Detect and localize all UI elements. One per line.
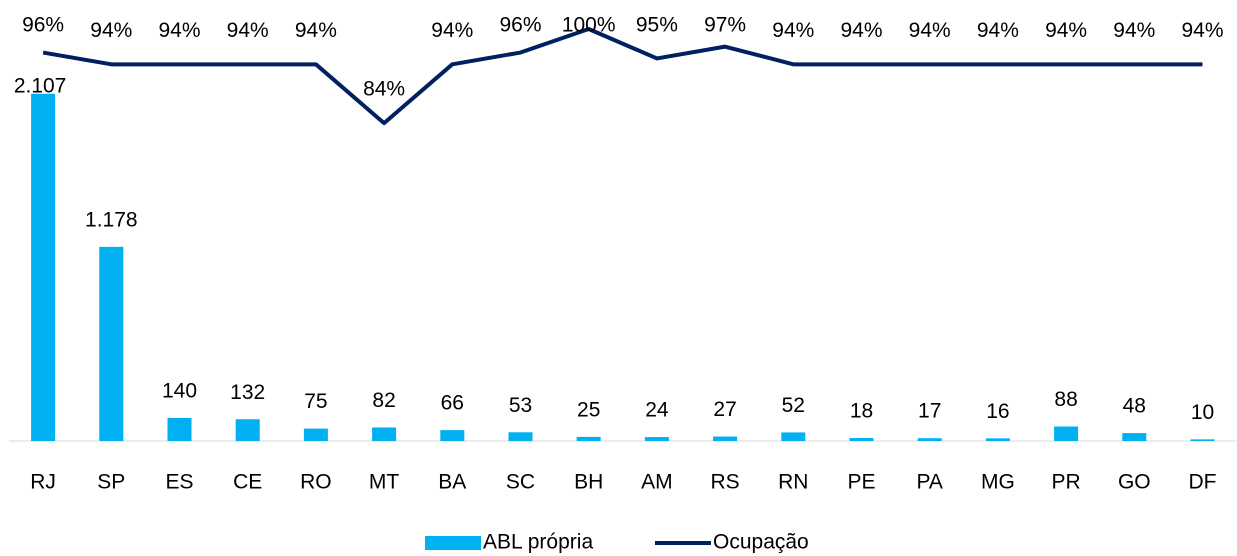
bar [1190, 439, 1215, 441]
line [42, 27, 1203, 126]
x-tick-label: ES [165, 471, 193, 494]
data-label: 94% [90, 19, 132, 42]
x-tick-label: RO [300, 471, 332, 494]
data-label: 94% [158, 19, 200, 42]
data-label: 84% [363, 78, 405, 101]
data-label: 97% [704, 14, 746, 37]
data-label: 94% [431, 19, 473, 42]
x-tick-label: SC [506, 471, 535, 494]
bar [849, 438, 874, 441]
data-label: 96% [22, 14, 64, 37]
bar [985, 438, 1010, 441]
data-label: 94% [840, 19, 882, 42]
legend-swatch [425, 536, 481, 550]
x-tick-label: GO [1118, 471, 1151, 494]
data-label: 75 [304, 390, 327, 413]
x-tick-label: AM [641, 471, 673, 494]
data-label: 2.107 [14, 75, 67, 98]
data-label: 1.178 [85, 208, 138, 231]
bar [99, 246, 124, 441]
x-tick-label: SP [97, 471, 125, 494]
data-label: 140 [162, 379, 197, 402]
data-label: 17 [918, 400, 941, 423]
data-label: 48 [1123, 395, 1146, 418]
data-label: 96% [499, 14, 541, 37]
x-tick-label: PE [847, 471, 875, 494]
x-tick-label: RJ [30, 471, 56, 494]
data-label: 94% [227, 19, 269, 42]
data-label: 52 [782, 394, 805, 417]
x-tick-label: MT [369, 471, 399, 494]
data-label: 132 [230, 381, 265, 404]
bar [372, 427, 397, 441]
x-tick-label: PA [916, 471, 942, 494]
data-label: 82 [372, 389, 395, 412]
data-label: 66 [441, 392, 464, 415]
x-tick-label: DF [1189, 471, 1217, 494]
bar [1122, 433, 1147, 441]
x-tick-label: RN [778, 471, 808, 494]
x-tick-label: CE [233, 471, 262, 494]
data-label: 94% [772, 19, 814, 42]
data-label: 10 [1191, 401, 1214, 424]
bar [440, 430, 465, 441]
bar [303, 428, 328, 441]
bar [31, 93, 56, 441]
bar [576, 436, 601, 441]
data-label: 27 [713, 398, 736, 421]
legend-label: ABL própria [483, 531, 593, 554]
bar [1054, 426, 1079, 441]
bar [235, 419, 260, 441]
data-label: 94% [1045, 19, 1087, 42]
data-label: 18 [850, 400, 873, 423]
data-label: 94% [1113, 19, 1155, 42]
data-label: 94% [977, 19, 1019, 42]
data-label: 94% [1181, 19, 1223, 42]
data-label: 88 [1054, 388, 1077, 411]
x-tick-label: RS [711, 471, 740, 494]
x-tick-label: MG [981, 471, 1015, 494]
bar [917, 438, 942, 441]
x-tick-label: BA [438, 471, 466, 494]
data-label: 95% [636, 14, 678, 37]
bar [167, 417, 192, 441]
data-label: 94% [909, 19, 951, 42]
data-label: 25 [577, 398, 600, 421]
bar [508, 432, 533, 441]
bar [644, 437, 669, 441]
data-label: 94% [295, 19, 337, 42]
legend-label: Ocupação [713, 531, 809, 554]
data-label: 16 [986, 400, 1009, 423]
data-label: 24 [645, 399, 669, 422]
data-label: 53 [509, 394, 532, 417]
bar [781, 432, 806, 441]
x-tick-label: BH [574, 471, 603, 494]
bar [713, 436, 738, 441]
data-label: 100% [562, 14, 616, 37]
x-tick-label: PR [1052, 471, 1081, 494]
